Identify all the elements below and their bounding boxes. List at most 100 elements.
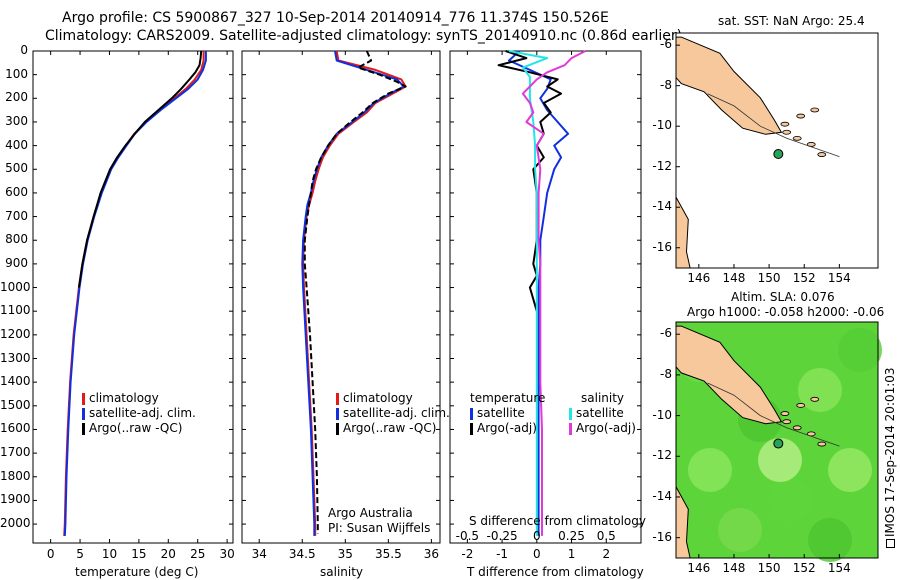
difference-legend-salinity: salinity satellite Argo(-adj) [569,391,636,436]
map-lon-label: 146 [687,271,711,285]
sla-blob [798,368,842,412]
legend-argo-raw: Argo(..raw -QC) [343,421,437,435]
series-salinity-2 [303,50,407,534]
series-difference-0 [508,50,570,536]
map-lon-label: 152 [792,271,816,285]
legend-temperature-title: temperature [470,391,546,405]
legend-salinity-title: salinity [581,391,625,405]
sla-blob [758,438,802,482]
imos-icon [886,539,895,548]
island [782,129,792,135]
depth-tick-label: 600 [5,184,28,199]
depth-tick-label: 100 [5,66,28,81]
depth-tick-label: 400 [5,137,28,152]
sla-blob [768,478,812,522]
map-sla [675,321,882,562]
map-lat-label: -16 [652,529,672,544]
sdiff-tick-label: 0.25 [558,529,585,543]
legend-swatch-blue [82,407,85,420]
sdiff-tick-label: -0.5 [455,529,480,543]
sdiff-tick-label: 0.5 [596,529,616,543]
legend-swatch-cyan [569,407,572,420]
argo-annotation: Argo Australia PI: Susan Wijffels [328,506,430,536]
depth-tick-label: 1900 [0,492,31,507]
map-lat-label: -14 [652,488,672,503]
sla-title-line-1: Altim. SLA: 0.076 [731,290,835,304]
xtick-label: 36 [423,547,440,561]
map-lon-label: 150 [757,561,781,575]
depth-tick-label: 1000 [0,279,31,294]
map-lat-label: -16 [652,239,672,254]
sla-blob [838,328,882,372]
island [792,425,802,431]
sdiff-tick-label: -0.25 [486,529,518,543]
legend-temp-argo: Argo(-adj) [477,421,537,435]
map-lat-label: -14 [652,199,672,214]
island [810,396,820,402]
xtick-label: 2 [602,547,611,561]
xtick-label: 20 [160,547,176,561]
xtick-label: 35 [337,547,353,561]
depth-tick-label: 500 [5,161,28,176]
map-sst [675,32,879,269]
imos-text: IMOS 17-Sep-2014 20:01:03 [883,367,897,537]
series-temperature-0 [63,51,205,536]
xtick-label: 5 [76,547,84,561]
depth-tick-label: 200 [5,90,28,105]
depth-tick-label: 1300 [0,350,31,365]
map-lat-label: -8 [660,77,672,92]
map-lon-label: 154 [827,561,851,575]
imos-timestamp: IMOS 17-Sep-2014 20:01:03 [883,367,897,548]
map-lon-label: 150 [757,271,781,285]
bathymetry-contour [707,93,840,157]
legend-swatch-blue [336,407,339,420]
series-salinity-0 [302,50,407,536]
title-line-1: Argo profile: CS 5900867_327 10-Sep-2014… [62,10,609,26]
island [780,411,790,416]
bathymetry-contour [707,382,840,447]
xtick-label: 0 [46,547,55,561]
depth-tick-label: 1800 [0,468,31,483]
map-lon-label: 152 [792,561,816,575]
island [796,113,806,119]
sdiff-xlabel: S difference from climatology [469,514,646,528]
legend-swatch-red [82,392,85,405]
depth-tick-label: 800 [5,232,28,247]
legend-sal-argo: Argo(-adj) [576,421,636,435]
island [810,107,820,113]
sst-map-title: sat. SST: NaN Argo: 25.4 [718,14,865,28]
map-lat-label: -10 [652,407,672,422]
legend-sal-satellite: satellite [576,406,624,420]
depth-tick-label: 900 [5,255,28,270]
legend-climatology: climatology [89,391,159,405]
sla-blob [688,448,732,492]
annotation-line-1: Argo Australia [328,506,413,520]
argo-float-marker [773,149,784,160]
legend-temp-satellite: satellite [477,406,525,420]
legend-swatch-black [82,422,85,435]
depth-tick-label: 1400 [0,374,31,389]
island [817,152,827,157]
xtick-label: 30 [219,547,235,561]
series-difference-2 [508,50,549,536]
series-temperature-1 [63,51,207,536]
xtick-label: -2 [461,547,474,561]
map-frame [675,32,879,269]
salinity-xlabel: salinity [320,565,364,579]
sla-blob [718,508,762,552]
difference-legend: temperature satellite Argo(-adj) [470,391,545,436]
new-guinea-land [675,36,783,135]
xtick-label: 1 [567,547,576,561]
island [792,135,802,141]
island [782,419,792,425]
argo-float-marker [773,438,784,449]
depth-tick-label: 300 [5,113,28,128]
depth-tick-label: 0 [20,43,28,57]
xtick-label: 25 [190,547,206,561]
xtick-label: 10 [101,547,118,561]
map-lat-label: -6 [660,37,672,52]
island [806,431,816,437]
map-lon-label: 148 [722,271,746,285]
series-temperature-2 [77,50,203,288]
legend-satellite-adj: satellite-adj. clim. [89,406,196,420]
